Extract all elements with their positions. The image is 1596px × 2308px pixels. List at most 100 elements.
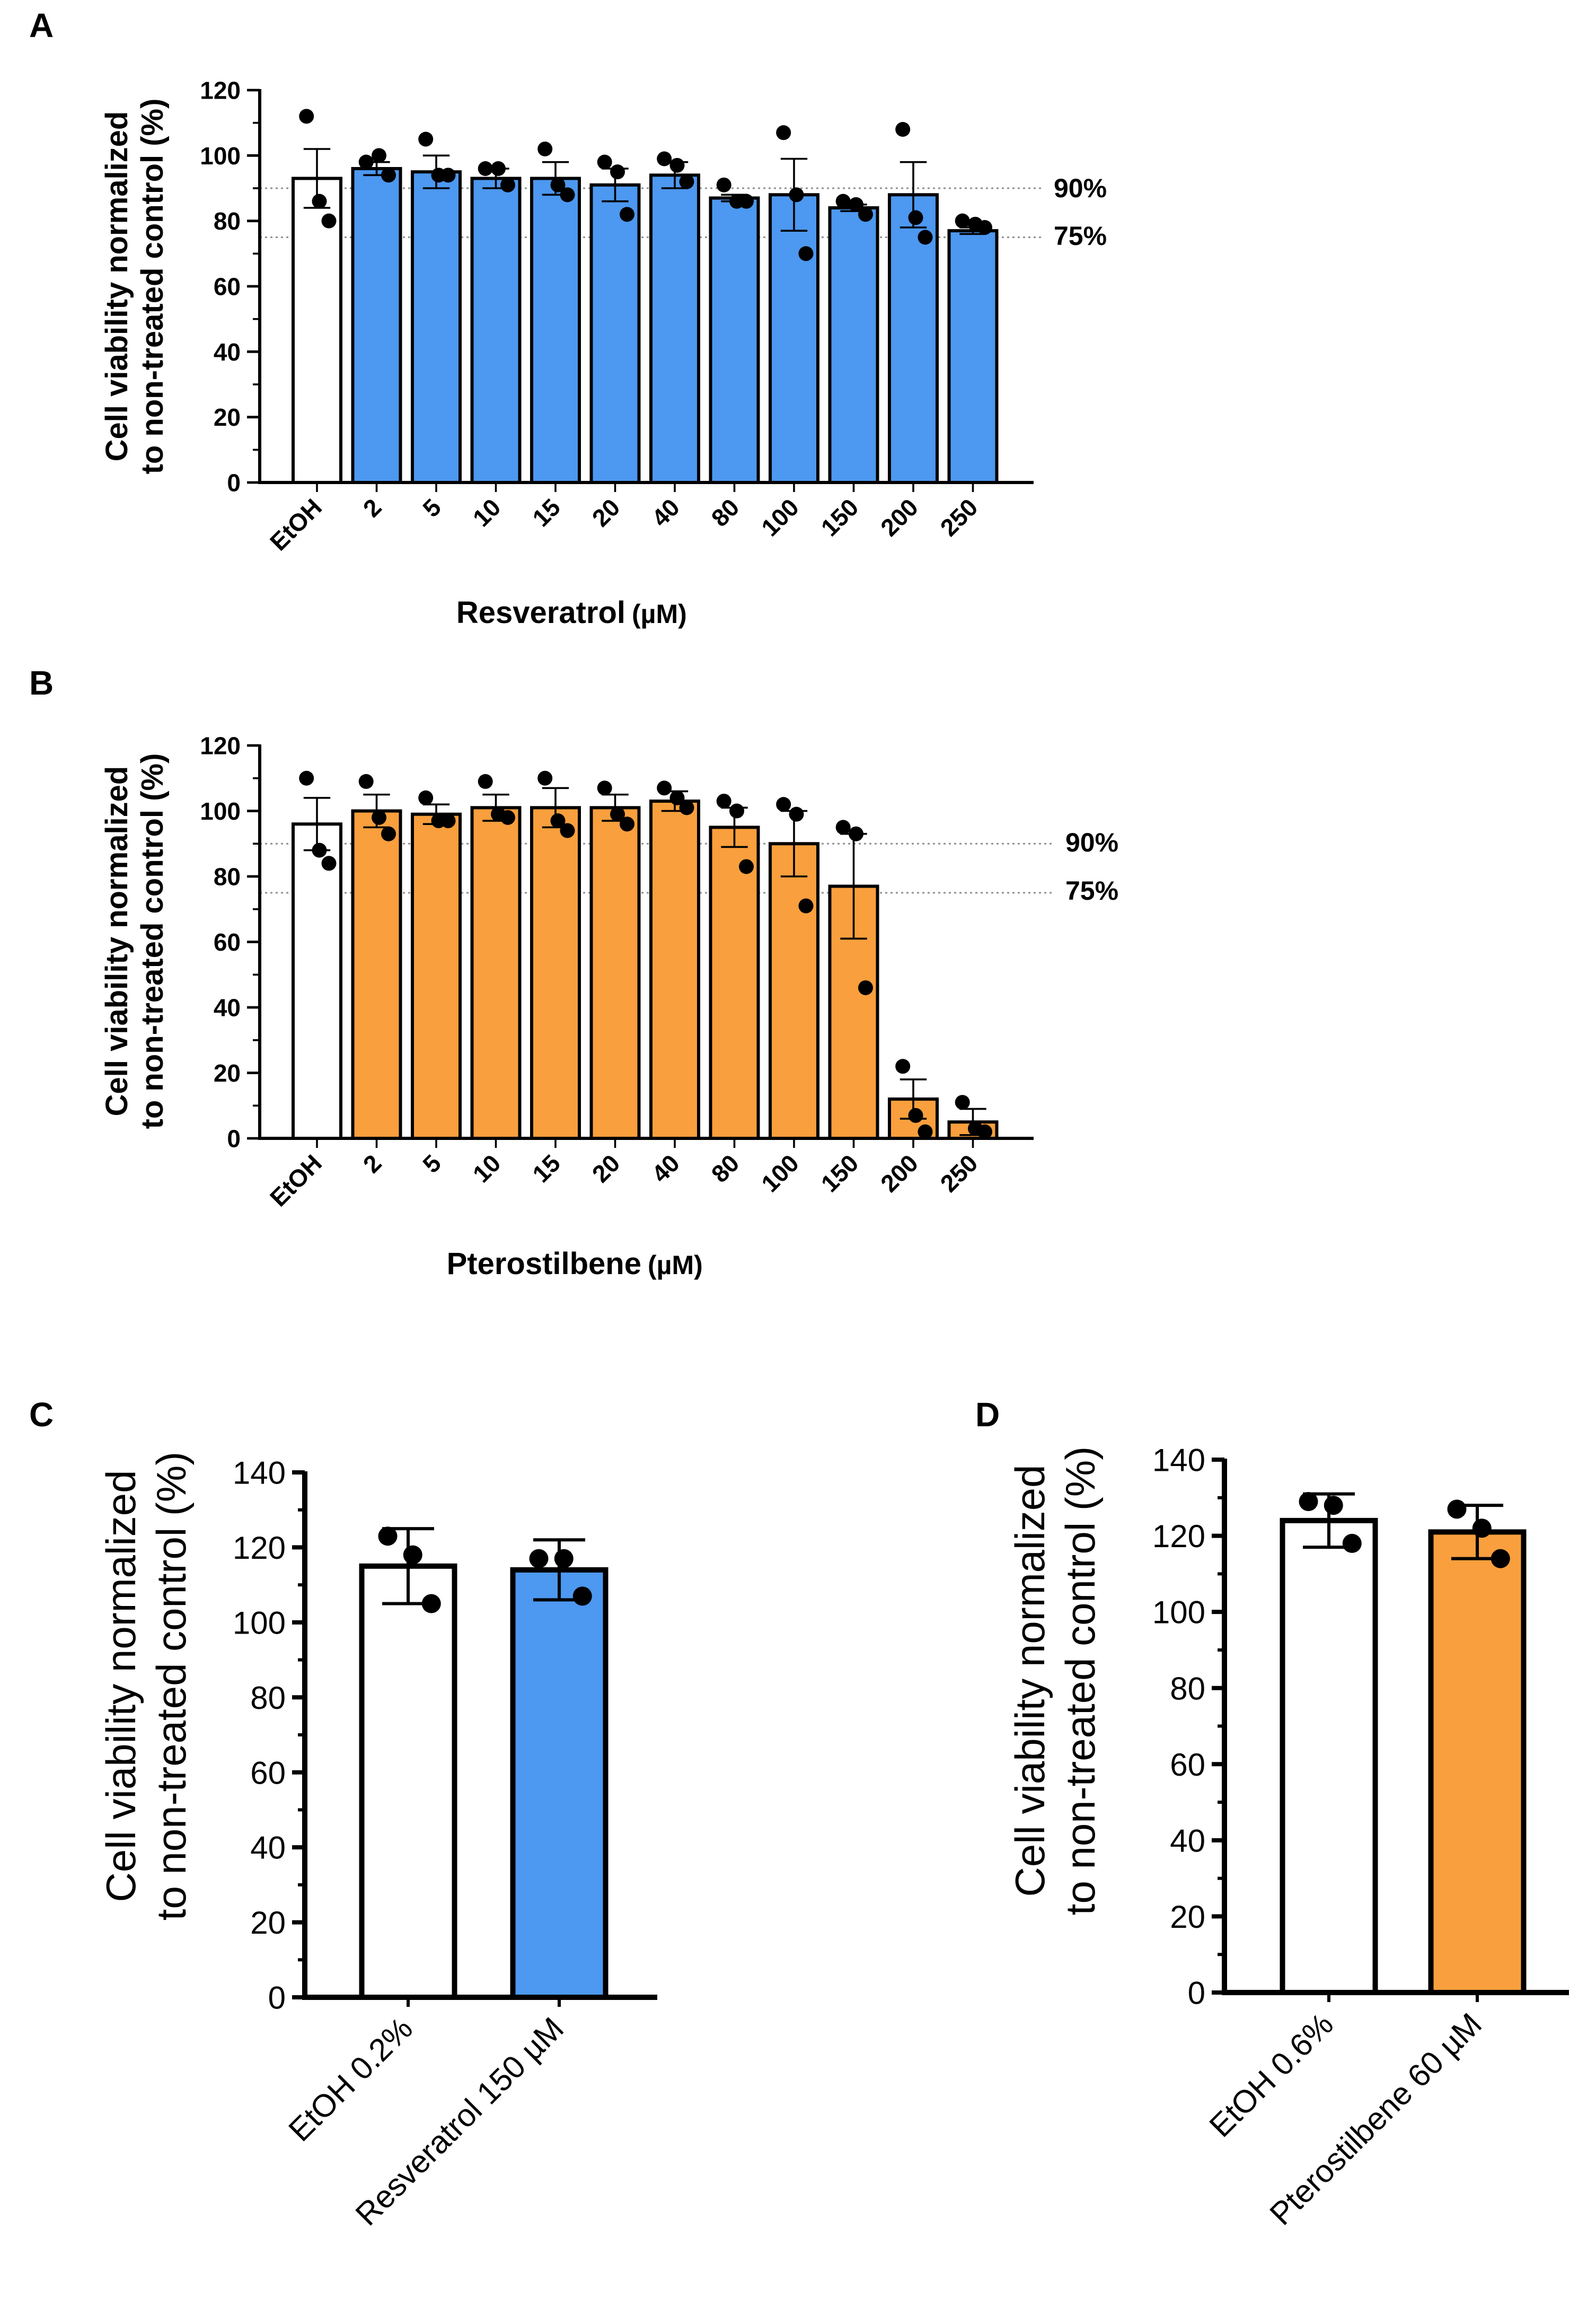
panel-b-point-2-1 — [359, 774, 374, 789]
panel-b-point-40-1 — [657, 780, 672, 795]
panel-b-point-100-1 — [776, 797, 791, 812]
panel-b-point-15-3 — [560, 823, 575, 838]
panel-a-bar-40 — [651, 175, 699, 482]
panel-b-xtick-label-20: 20 — [587, 1149, 625, 1188]
panel-c-ytick-label-120: 120 — [233, 1530, 286, 1566]
panel-a-ytick-label-100: 100 — [200, 142, 241, 170]
panel-c-y-label-line1: Cell viability normalized — [98, 1470, 144, 1902]
panel-c-point-Resveratrol 150 µM-2 — [554, 1549, 574, 1568]
panel-b-ref-line-90-label: 90% — [1065, 828, 1118, 857]
panel-a-ytick-label-120: 120 — [200, 77, 241, 104]
panel-a-y-label-line2: to non-treated control (%) — [135, 99, 170, 475]
panel-b-xtick-label-5: 5 — [417, 1149, 446, 1178]
panel-b-point-20-1 — [597, 780, 612, 795]
panel-b-y-label-line1: Cell viability normalized — [100, 766, 134, 1117]
panel-b-ytick-label-20: 20 — [214, 1059, 241, 1087]
panel-b-xtick-label-2: 2 — [358, 1149, 387, 1178]
panel-a-point-40-1 — [657, 152, 672, 166]
panel-a-point-100-3 — [799, 246, 814, 261]
panel-b-ytick-label-100: 100 — [200, 797, 241, 825]
panel-a-ref-line-75-label: 75% — [1054, 221, 1107, 251]
panel-c: C Cell viability normalized to non-treat… — [29, 1396, 657, 2232]
panel-b-ytick-label-40: 40 — [214, 994, 241, 1022]
panel-b-point-EtOH-3 — [322, 856, 337, 871]
panel-c-ytick-label-140: 140 — [233, 1455, 286, 1491]
panel-b-point-40-3 — [680, 800, 694, 815]
panel-a-point-EtOH-3 — [322, 214, 337, 229]
panel-d-ytick-label-60: 60 — [1170, 1747, 1205, 1783]
panel-b-letter: B — [29, 664, 54, 702]
panel-a-xtick-label-150: 150 — [816, 493, 864, 541]
panel-a-bar-15 — [532, 179, 579, 483]
panel-b-point-200-1 — [895, 1059, 910, 1074]
panel-a-xtick-label-2: 2 — [358, 493, 387, 522]
panel-a: A Cell viability normalized to non-treat… — [29, 6, 1107, 630]
panel-b-point-EtOH-1 — [299, 771, 314, 786]
panel-b-y-label-line2: to non-treated control (%) — [135, 753, 170, 1129]
panel-b-point-100-3 — [799, 899, 814, 914]
panel-a-y-label-line1: Cell viability normalized — [100, 111, 134, 462]
panel-b-point-2-3 — [381, 827, 396, 841]
panel-b-bar-EtOH — [293, 824, 341, 1138]
panel-b-x-label-unit: (µM) — [648, 1250, 703, 1280]
panel-b-xtick-label-40: 40 — [646, 1149, 685, 1188]
panel-c-ytick-label-0: 0 — [268, 1980, 286, 2016]
panel-b-point-5-3 — [441, 813, 456, 828]
panel-b-point-EtOH-2 — [312, 843, 327, 858]
panel-a-point-15-1 — [537, 142, 552, 156]
panel-a-point-100-1 — [776, 125, 791, 140]
panel-b-ytick-label-60: 60 — [214, 928, 241, 956]
panel-d-ytick-label-120: 120 — [1152, 1519, 1205, 1554]
panel-d-point-EtOH 0.6%-1 — [1299, 1492, 1318, 1511]
panel-a-bar-100 — [770, 195, 818, 482]
panel-a-bar-150 — [830, 208, 878, 482]
panel-b-xtick-label-80: 80 — [706, 1149, 745, 1188]
panel-a-point-2-3 — [381, 168, 396, 182]
panel-d-letter: D — [975, 1396, 1000, 1434]
panel-a-xtick-label-20: 20 — [587, 493, 625, 532]
panel-d-ytick-label-20: 20 — [1170, 1899, 1205, 1935]
panel-b-ref-line-75-label: 75% — [1065, 876, 1118, 906]
panel-c-bar-EtOH 0.2% — [362, 1566, 455, 1997]
panel-a-point-100-2 — [789, 187, 804, 202]
panel-d-point-EtOH 0.6%-3 — [1343, 1534, 1362, 1553]
panel-d-xtick-label-EtOH 0.6%: EtOH 0.6% — [1203, 2006, 1341, 2144]
panel-d-y-label-line2: to non-treated control (%) — [1057, 1446, 1104, 1915]
panel-b-point-10-1 — [478, 774, 493, 789]
panel-b-bar-80 — [711, 827, 759, 1138]
panel-c-xtick-label-EtOH 0.2%: EtOH 0.2% — [282, 2011, 420, 2148]
panel-b-xtick-label-EtOH: EtOH — [264, 1149, 327, 1212]
panel-b-bar-20 — [592, 808, 639, 1138]
panel-b-point-150-1 — [836, 820, 851, 835]
panel-a-point-2-2 — [372, 148, 386, 163]
panel-c-point-EtOH 0.2%-3 — [422, 1594, 441, 1613]
panel-b-bar-15 — [532, 808, 579, 1138]
panel-b-point-2-2 — [372, 810, 386, 825]
panel-a-ytick-label-20: 20 — [214, 403, 241, 431]
panel-a-ytick-label-80: 80 — [214, 207, 241, 235]
panel-d-ytick-label-140: 140 — [1152, 1443, 1205, 1478]
panel-d-y-label-line1: Cell viability normalized — [1007, 1465, 1053, 1897]
panel-a-point-200-1 — [895, 122, 910, 137]
panel-c-ytick-label-60: 60 — [250, 1755, 286, 1791]
panel-a-point-10-2 — [491, 161, 506, 176]
panel-a-point-15-3 — [560, 187, 575, 202]
panel-a-point-200-3 — [918, 230, 933, 245]
panel-a-x-label: Resveratrol — [456, 595, 625, 630]
panel-b-ytick-label-80: 80 — [214, 863, 241, 891]
panel-b-xtick-label-10: 10 — [468, 1149, 506, 1188]
panel-d-point-Pterostilbene 60 µM-3 — [1491, 1549, 1510, 1568]
panel-a-point-250-3 — [977, 220, 992, 235]
panel-a-x-label-unit: (µM) — [632, 599, 687, 629]
panel-a-xtick-label-200: 200 — [875, 493, 923, 541]
panel-b-xtick-label-200: 200 — [875, 1149, 923, 1197]
panel-a-point-2-1 — [359, 155, 374, 170]
panel-a-point-150-3 — [858, 207, 873, 222]
panel-c-point-Resveratrol 150 µM-1 — [530, 1549, 549, 1568]
panel-b-xtick-label-100: 100 — [756, 1149, 804, 1197]
panel-a-bar-20 — [592, 185, 639, 482]
panel-a-bar-5 — [412, 172, 460, 482]
panel-a-ytick-label-40: 40 — [214, 338, 241, 366]
panel-a-ref-line-90-label: 90% — [1054, 173, 1107, 203]
panel-b-point-20-3 — [620, 817, 634, 831]
